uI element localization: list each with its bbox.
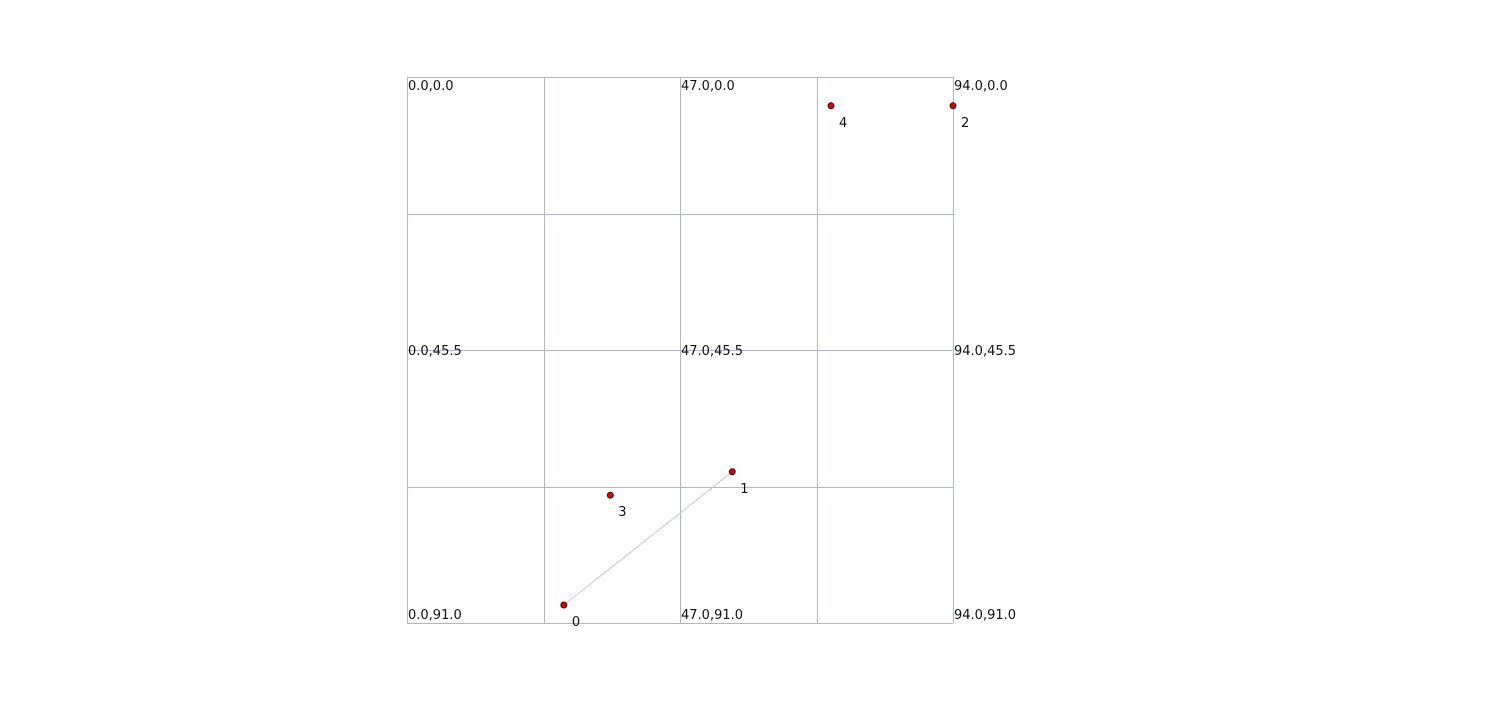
coord-label-middle-left: 0.0,45.5 [408,344,462,359]
coord-label-bottom-right: 94.0,91.0 [954,608,1016,623]
point-label-1: 1 [740,482,748,497]
coord-label-bottom-middle: 47.0,91.0 [681,608,743,623]
grid-lines [407,77,954,624]
point-4[interactable] [827,102,835,110]
point-0[interactable] [560,601,568,609]
point-label-4: 4 [839,116,847,131]
point-1[interactable] [728,468,736,476]
points: 0 1 2 3 4 [560,102,969,630]
coord-label-center: 47.0,45.5 [681,344,743,359]
connections [563,471,733,606]
point-label-3: 3 [618,505,626,520]
point-3[interactable] [606,491,614,499]
coord-label-middle-right: 94.0,45.5 [954,344,1016,359]
coord-label-top-middle: 47.0,0.0 [681,79,735,94]
point-label-0: 0 [572,615,580,630]
coord-label-top-left: 0.0,0.0 [408,79,453,94]
coord-label-top-right: 94.0,0.0 [954,79,1008,94]
coordinate-labels: 0.0,0.0 47.0,0.0 94.0,0.0 0.0,45.5 47.0,… [408,79,1016,623]
point-label-2: 2 [961,116,969,131]
point-2[interactable] [949,102,957,110]
edge-0-1 [563,471,733,606]
coord-label-bottom-left: 0.0,91.0 [408,608,462,623]
